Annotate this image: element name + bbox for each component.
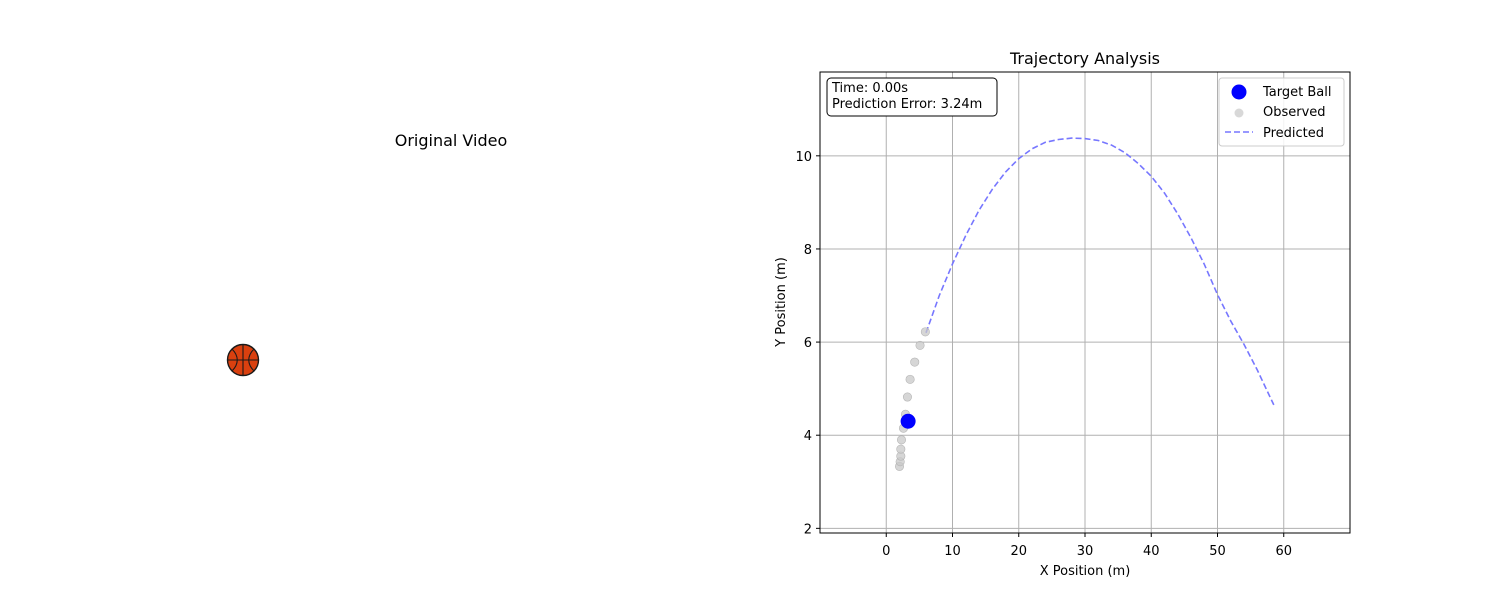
target-ball-marker [900, 413, 916, 429]
basketball-icon [226, 343, 260, 377]
observed-point [896, 435, 906, 445]
observed-point [896, 444, 906, 454]
x-tick-label: 20 [1010, 544, 1027, 559]
y-tick-label: 6 [804, 336, 812, 351]
x-tick-label: 0 [882, 544, 890, 559]
x-tick-label: 10 [944, 544, 961, 559]
observed-points [894, 327, 930, 471]
video-panel-title: Original Video [395, 131, 508, 150]
info-time: Time: 0.00s [831, 81, 908, 96]
y-tick-label: 10 [795, 150, 812, 165]
axis-ticks: 0 10 20 30 40 50 60 2 4 6 8 10 [795, 150, 1292, 559]
legend-target-ball-marker [1231, 84, 1247, 100]
trajectory-chart: Trajectory Analysis 0 10 20 30 40 50 60246810 … [774, 49, 1351, 579]
observed-point [910, 357, 920, 367]
legend-predicted-label: Predicted [1263, 126, 1324, 141]
y-tick-label: 2 [804, 522, 812, 537]
info-error: Prediction Error: 3.24m [832, 97, 982, 112]
grid [820, 72, 1350, 533]
x-tick-label: 60 [1275, 544, 1292, 559]
x-tick-label: 50 [1209, 544, 1226, 559]
plot-frame [819, 71, 1351, 534]
x-axis-label: X Position (m) [1040, 564, 1131, 579]
observed-point [920, 327, 930, 337]
y-tick-label: 4 [804, 429, 812, 444]
legend-observed-marker [1234, 108, 1244, 118]
video-panel: Original Video [226, 131, 508, 377]
observed-point [905, 374, 915, 384]
predicted-line [925, 137, 1275, 406]
y-axis-label: Y Position (m) [774, 257, 789, 348]
legend-observed-label: Observed [1263, 105, 1326, 120]
y-tick-label: 8 [804, 243, 812, 258]
chart-title: Trajectory Analysis [1009, 49, 1160, 68]
legend: Target Ball Observed Predicted [1218, 77, 1345, 147]
target-ball-point [900, 413, 916, 429]
legend-target-ball-label: Target Ball [1262, 85, 1331, 100]
x-tick-label: 40 [1143, 544, 1160, 559]
observed-point [902, 392, 912, 402]
x-tick-label: 30 [1077, 544, 1094, 559]
observed-point [915, 340, 925, 350]
info-box: Time: 0.00s Prediction Error: 3.24m [826, 77, 998, 117]
